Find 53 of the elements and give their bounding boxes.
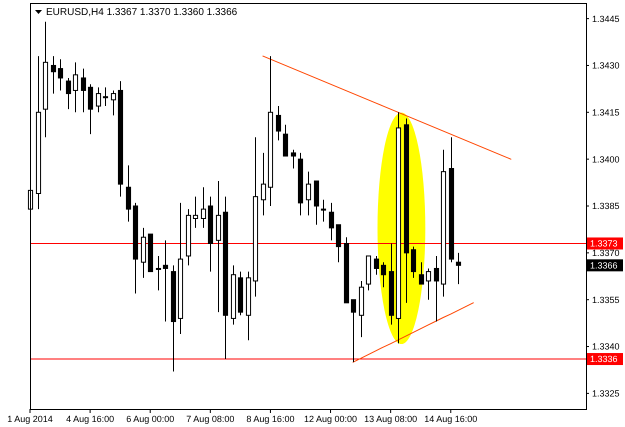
x-tick-label: 7 Aug 08:00 (186, 414, 234, 424)
candlestick (110, 90, 116, 116)
x-tick-label: 6 Aug 00:00 (126, 414, 174, 424)
candlestick (276, 106, 282, 141)
candlestick (72, 62, 78, 113)
candlestick (290, 149, 296, 170)
y-tick-label: 1.3400 (592, 154, 620, 164)
candlestick (88, 84, 94, 135)
x-tick-label: 1 Aug 2014 (7, 414, 53, 424)
candlestick (58, 58, 64, 91)
y-tick-label: 1.3415 (592, 107, 620, 118)
line-series (352, 302, 474, 363)
y-tick-label: 1.3325 (592, 388, 620, 399)
candlestick (66, 77, 72, 110)
candlestick (380, 262, 386, 288)
y-tick-label: 1.3445 (592, 14, 620, 24)
y-tick-label: 1.3385 (592, 201, 620, 212)
candlestick (306, 171, 312, 216)
candlestick (456, 252, 462, 285)
candlestick (374, 255, 380, 276)
candlestick (320, 199, 326, 222)
candlestick (156, 255, 162, 291)
candlestick (96, 86, 102, 113)
candlestick (434, 255, 440, 322)
line-series (262, 56, 512, 160)
x-tick-label: 12 Aug 00:00 (304, 414, 358, 424)
y-tick-label: 1.3340 (592, 342, 620, 352)
candlestick (162, 240, 168, 322)
candlestick (410, 246, 416, 278)
candlestick (282, 124, 288, 157)
candlestick (200, 186, 206, 228)
x-tick-label: 8 Aug 16:00 (246, 414, 294, 424)
candlestick (80, 68, 86, 113)
candlestick (426, 268, 432, 300)
candlestick (328, 202, 334, 241)
y-tick-label: 1.3370 (592, 248, 620, 258)
x-tick-label: 14 Aug 16:00 (424, 414, 478, 424)
chart-title: EURUSD,H4 1.3367 1.3370 1.3360 1.3366 (46, 7, 238, 18)
candlestick (418, 262, 424, 285)
candlestick (102, 86, 108, 107)
annotation: 1.3366 (590, 260, 618, 270)
candlestick (336, 224, 342, 263)
x-tick-label: 13 Aug 08:00 (364, 414, 418, 424)
candlestick (350, 299, 356, 363)
y-tick-label: 1.3355 (592, 294, 620, 305)
x-tick-label: 4 Aug 16:00 (66, 414, 114, 424)
candlestick (126, 164, 132, 222)
candlestick (50, 56, 56, 94)
ref-line-label: 1.3373 (590, 238, 618, 249)
y-tick-label: 1.3430 (592, 60, 620, 71)
candlestick (260, 152, 266, 216)
ref-line-label: 1.3336 (590, 354, 618, 364)
candlestick (192, 196, 198, 228)
